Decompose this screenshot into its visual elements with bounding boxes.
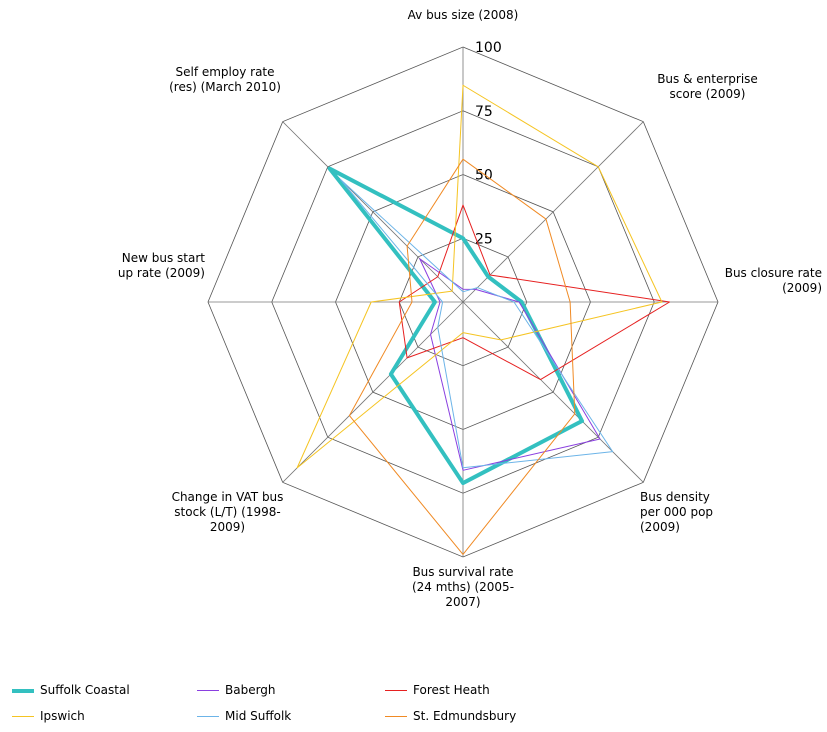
axis-label: Self employ rate (res) (March 2010) — [169, 65, 281, 94]
legend-label: Mid Suffolk — [225, 709, 292, 723]
legend-item: Mid Suffolk — [197, 708, 291, 724]
legend-swatch — [197, 716, 219, 717]
series-line — [296, 84, 663, 469]
axis-spoke — [462, 301, 644, 483]
tick-label: 25 — [475, 231, 493, 247]
axis-label: Bus & enterprise score (2009) — [657, 72, 758, 101]
legend-swatch — [385, 716, 407, 717]
legend-item: Ipswich — [12, 708, 85, 724]
legend-item: Babergh — [197, 682, 276, 698]
tick-label: 75 — [475, 104, 493, 120]
legend-item: Suffolk Coastal — [12, 682, 130, 698]
series-line — [398, 204, 671, 381]
legend-item: St. Edmundsbury — [385, 708, 516, 724]
legend-label: Ipswich — [40, 709, 85, 723]
axis-label: New bus start up rate (2009) — [117, 251, 205, 280]
legend-item: Forest Heath — [385, 682, 490, 698]
legend-label: Babergh — [225, 683, 276, 697]
axis-label: Bus density per 000 pop (2009) — [640, 490, 714, 534]
series-line — [348, 158, 576, 555]
series-line — [339, 178, 614, 469]
tick-label: 100 — [475, 40, 502, 56]
axis-label: Bus closure rate (2009) — [724, 266, 822, 295]
legend-swatch — [12, 716, 34, 717]
axis-spoke — [282, 121, 464, 303]
axis-label: Bus survival rate (24 mths) (2005-2007) — [411, 565, 515, 609]
legend-label: St. Edmundsbury — [413, 709, 517, 723]
series-line — [327, 166, 585, 486]
series-line — [419, 258, 601, 471]
axis-spoke — [282, 301, 464, 483]
axis-spoke — [462, 121, 644, 303]
legend-swatch — [197, 690, 219, 691]
legend-swatch — [12, 688, 34, 693]
axis-label: Av bus size (2008) — [407, 8, 519, 22]
legend-swatch — [385, 690, 407, 691]
legend-label: Forest Heath — [413, 683, 490, 697]
legend-label: Suffolk Coastal — [40, 683, 130, 697]
axis-label: Change in VAT bus stock (L/T) (1998-2009… — [171, 490, 284, 534]
